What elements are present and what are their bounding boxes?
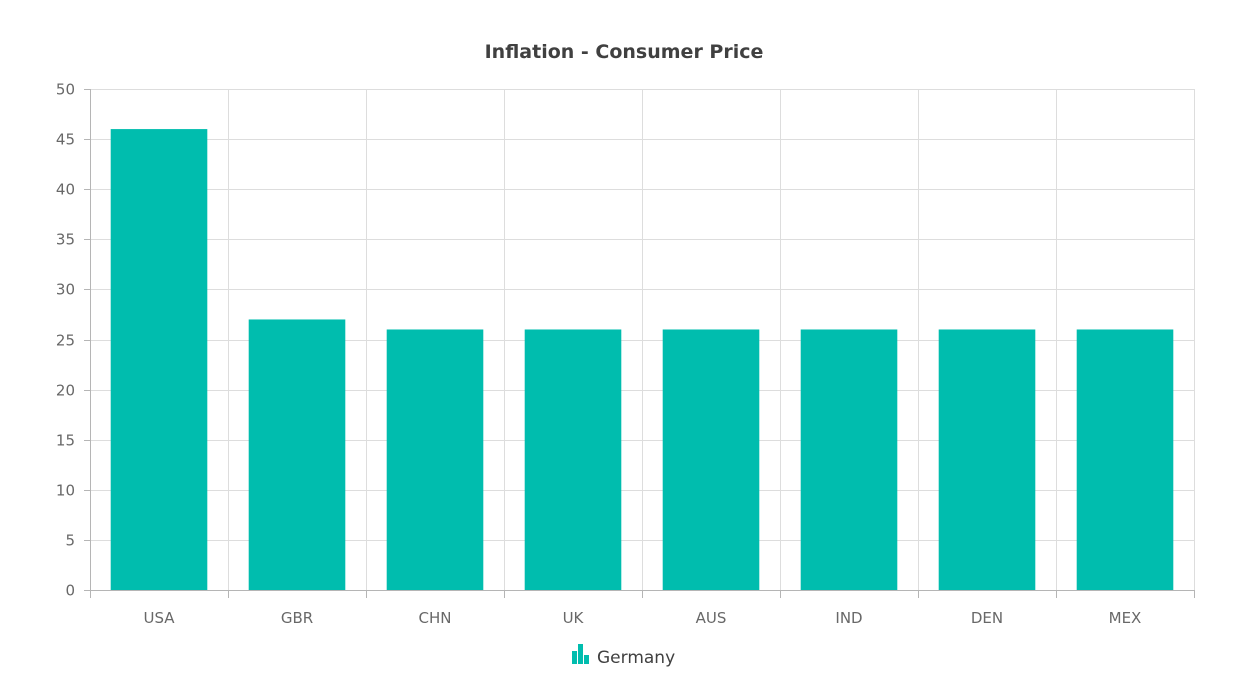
y-tick-label: 45 (56, 131, 75, 149)
x-tick-label: DEN (971, 609, 1003, 627)
y-axis-tick-labels: 0 5 10 15 20 25 30 35 40 45 50 (56, 81, 75, 600)
legend-label-germany: Germany (597, 648, 675, 668)
bar-gbr[interactable]: GBR: 27 (248, 319, 346, 590)
bar-uk[interactable]: UK: 26 (524, 329, 622, 590)
y-tick-label: 50 (56, 81, 75, 99)
y-tick-label: 15 (56, 432, 75, 450)
x-tick-label: AUS (696, 609, 727, 627)
x-tick-label: CHN (419, 609, 452, 627)
axes (84, 89, 1195, 598)
y-tick-label: 0 (65, 582, 75, 600)
legend[interactable]: Germany (572, 644, 675, 668)
x-tick-label: USA (143, 609, 175, 627)
x-tick-label: IND (835, 609, 862, 627)
bar-den[interactable]: DEN: 26 (938, 329, 1036, 590)
y-tick-label: 20 (56, 382, 75, 400)
chart-title: Inflation - Consumer Price (485, 41, 764, 63)
y-tick-label: 35 (56, 231, 75, 249)
bar-aus[interactable]: AUS: 26 (662, 329, 760, 590)
x-tick-label: GBR (281, 609, 313, 627)
y-tick-label: 10 (56, 482, 75, 500)
y-tick-label: 25 (56, 332, 75, 350)
y-tick-label: 30 (56, 281, 75, 299)
bar-ind[interactable]: IND: 26 (800, 329, 898, 590)
x-axis-tick-labels: USA GBR CHN UK AUS IND DEN MEX (143, 609, 1141, 627)
bar-chart-icon (572, 644, 589, 664)
y-tick-label: 40 (56, 181, 75, 199)
legend-icon-bar (572, 651, 577, 664)
x-tick-label: MEX (1109, 609, 1142, 627)
bar-mex[interactable]: MEX: 26 (1076, 329, 1174, 590)
legend-icon-bar (584, 655, 589, 664)
bar-series-germany: USA: 46 GBR: 27 CHN: 26 UK: 26 AUS: 26 IND: 2… (110, 129, 1174, 590)
y-tick-label: 5 (65, 532, 75, 550)
bar-chn[interactable]: CHN: 26 (386, 329, 484, 590)
bar-usa[interactable]: USA: 46 (110, 129, 208, 590)
x-tick-label: UK (563, 609, 585, 627)
legend-icon-bar (578, 644, 583, 664)
